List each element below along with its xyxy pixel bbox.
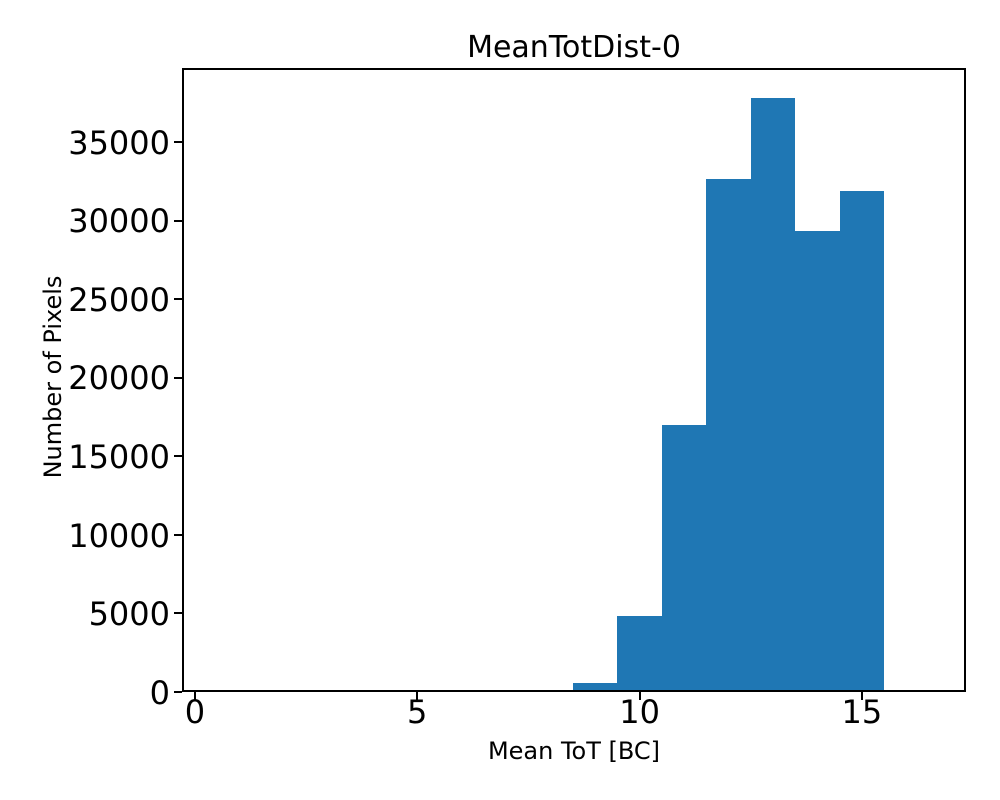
histogram-bar <box>661 425 707 692</box>
chart-title: MeanTotDist-0 <box>467 30 681 65</box>
histogram-bar <box>572 683 618 692</box>
x-tick-mark <box>193 692 196 700</box>
y-tick-label: 20000 <box>68 359 170 398</box>
y-tick-label: 0 <box>149 673 170 712</box>
y-tick-label: 25000 <box>68 280 170 319</box>
y-tick-mark <box>174 141 182 143</box>
y-tick-mark <box>174 533 182 536</box>
y-axis-label: Number of Pixels <box>39 275 67 479</box>
x-tick-mark <box>638 692 641 700</box>
x-tick-label: 0 <box>184 693 206 731</box>
histogram-bar <box>706 179 751 692</box>
y-tick-label: 5000 <box>88 595 170 633</box>
y-tick-label: 10000 <box>68 516 170 555</box>
x-tick-label: 5 <box>407 693 428 731</box>
y-tick-mark <box>174 376 182 379</box>
histogram-bar <box>617 615 662 692</box>
y-tick-label: 15000 <box>68 437 170 476</box>
y-tick-mark <box>174 612 182 615</box>
y-tick-mark <box>174 219 182 222</box>
y-tick-label: 35000 <box>68 123 170 162</box>
x-tick-mark <box>860 692 863 700</box>
histogram-bar <box>839 191 885 692</box>
histogram-bar <box>750 98 796 692</box>
y-tick-mark <box>174 298 182 301</box>
y-tick-mark <box>174 455 182 458</box>
x-tick-label: 15 <box>841 693 883 731</box>
y-tick-mark <box>174 691 182 693</box>
x-tick-mark <box>416 692 419 700</box>
histogram-bar <box>795 230 840 692</box>
y-tick-label: 30000 <box>68 202 170 241</box>
x-tick-label: 10 <box>619 693 660 731</box>
x-axis-label: Mean ToT [BC] <box>487 737 661 765</box>
plot-area <box>182 68 966 692</box>
